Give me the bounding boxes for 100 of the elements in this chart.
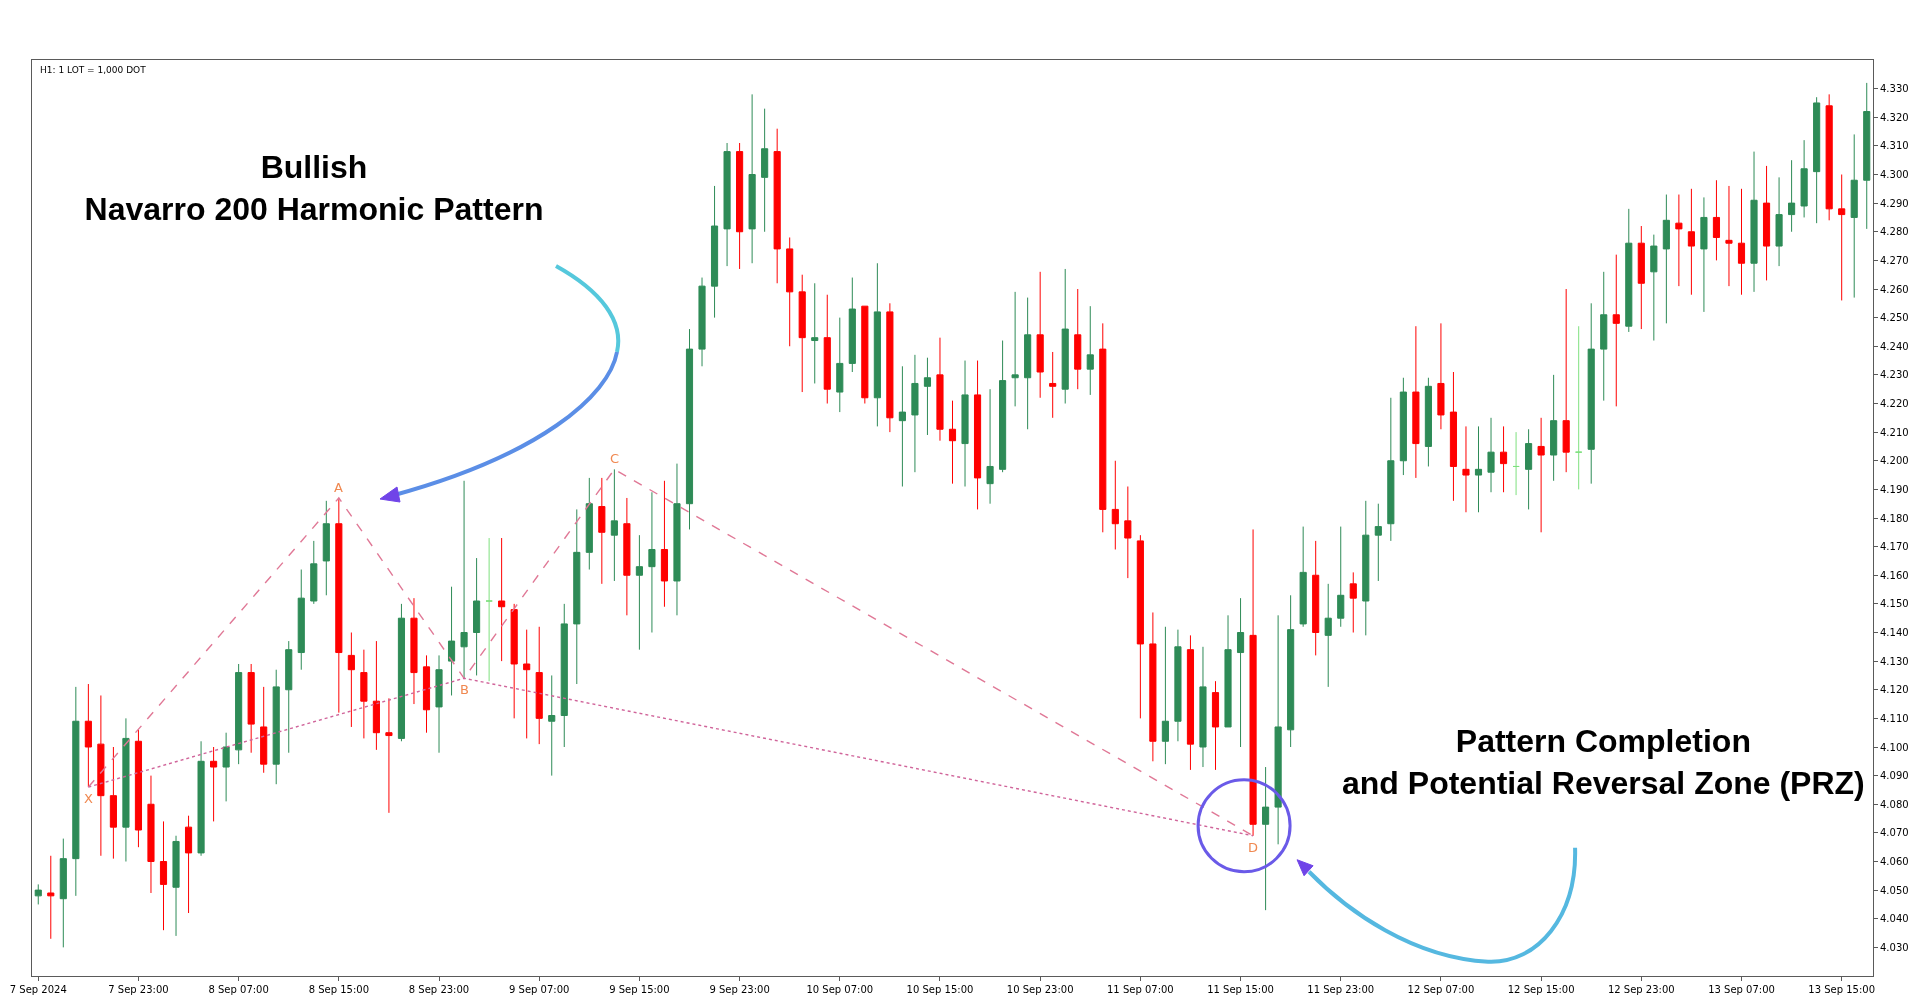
- y-tick-label: 4.030: [1880, 941, 1909, 953]
- candlestick: [1600, 271, 1608, 402]
- candlestick: [1299, 526, 1307, 628]
- y-tick-label: 4.050: [1880, 884, 1909, 896]
- candlestick: [773, 128, 781, 284]
- candlestick: [1349, 571, 1357, 633]
- candlestick: [1800, 139, 1808, 218]
- text: H1: 1 LOT = 1,000 DOT: [40, 65, 147, 75]
- candlestick: [1011, 291, 1019, 407]
- candlestick: [1412, 325, 1420, 479]
- x-tick-label: 7 Sep 2024: [9, 984, 67, 995]
- candlestick: [498, 537, 506, 662]
- candlestick: [811, 282, 819, 384]
- x-tick-label: 8 Sep 15:00: [308, 984, 370, 995]
- candlestick: [723, 142, 731, 267]
- candlestick: [1449, 371, 1458, 502]
- y-tick-label: 4.170: [1880, 541, 1909, 553]
- x-tick-label: 8 Sep 07:00: [208, 984, 269, 995]
- candlestick: [1863, 82, 1871, 230]
- candlestick: [1136, 534, 1144, 719]
- candlestick: [34, 883, 42, 905]
- candlestick: [1637, 225, 1645, 330]
- x-tick-label: 11 Sep 15:00: [1207, 984, 1274, 995]
- candlestick: [1737, 188, 1746, 296]
- candlestick: [898, 365, 906, 488]
- candlestick: [72, 686, 80, 897]
- candlestick: [1086, 305, 1094, 396]
- candlestick: [1562, 288, 1570, 473]
- candlestick: [973, 360, 982, 510]
- candlestick: [1274, 614, 1282, 845]
- candlestick: [84, 683, 92, 788]
- y-tick-label: 4.160: [1880, 569, 1909, 581]
- candlestick: [147, 775, 155, 894]
- candlestick: [372, 640, 380, 751]
- candlestick: [310, 540, 318, 605]
- candlestick: [1762, 165, 1771, 281]
- candlestick: [1750, 151, 1758, 293]
- candlestick: [235, 663, 243, 765]
- x-tick-label: 12 Sep 23:00: [1607, 984, 1675, 995]
- y-tick-label: 4.310: [1880, 140, 1909, 152]
- annotation: X: [84, 791, 93, 806]
- x-tick-label: 13 Sep 07:00: [1708, 984, 1775, 995]
- candlestick: [360, 649, 368, 739]
- x-tick-label: 10 Sep 07:00: [806, 984, 874, 995]
- candlestick: [1036, 271, 1044, 399]
- candlestick: [798, 274, 806, 393]
- candlestick: [1537, 417, 1545, 533]
- y-tick-label: 4.190: [1880, 483, 1909, 495]
- y-tick-label: 4.080: [1880, 798, 1909, 810]
- candlestick: [761, 108, 769, 233]
- candlestick: [1111, 460, 1119, 550]
- candlestick: [886, 302, 894, 433]
- candlestick: [159, 820, 168, 931]
- y-tick-label: 4.260: [1880, 283, 1909, 295]
- candlestick: [710, 185, 719, 319]
- x-tick-label: 13 Sep 15:00: [1808, 984, 1876, 995]
- y-tick-label: 4.330: [1880, 83, 1909, 95]
- y-tick-label: 4.320: [1880, 111, 1909, 123]
- candlestick: [122, 717, 130, 862]
- y-tick-label: 4.230: [1880, 369, 1909, 381]
- candlestick: [673, 463, 681, 616]
- annotation: A: [334, 480, 343, 495]
- candlestick: [1487, 417, 1495, 493]
- y-tick-label: 4.090: [1880, 770, 1909, 782]
- candlestick: [460, 480, 468, 679]
- y-tick-label: 4.130: [1880, 655, 1909, 667]
- x-tick-label: 9 Sep 07:00: [509, 984, 570, 995]
- candlestick: [184, 815, 193, 914]
- y-tick-label: 4.060: [1880, 856, 1909, 867]
- candlestick: [410, 597, 418, 705]
- candlestick: [1224, 614, 1232, 728]
- candlestick: [347, 632, 355, 728]
- annotation: C: [610, 451, 620, 466]
- candlestick: [1474, 425, 1483, 513]
- y-tick-label: 4.180: [1880, 512, 1909, 524]
- candlestick: [1575, 325, 1583, 490]
- candlestick: [1625, 208, 1633, 333]
- candlestick: [635, 534, 643, 651]
- y-tick-label: 4.200: [1880, 455, 1909, 467]
- candlestick: [1437, 322, 1445, 430]
- candlestick: [1775, 176, 1783, 267]
- candlestick: [1362, 500, 1370, 636]
- candlestick: [560, 603, 568, 748]
- text: Bullish Navarro 200 Harmonic Pattern: [84, 149, 544, 227]
- x-tick-label: 9 Sep 15:00: [609, 984, 670, 995]
- candlestick: [1662, 194, 1670, 324]
- candlestick: [1550, 374, 1558, 482]
- candlestick: [272, 669, 280, 785]
- candlestick: [748, 93, 756, 264]
- candlestick: [97, 694, 105, 857]
- candlestick: [335, 497, 343, 714]
- y-tick-label: 4.250: [1880, 312, 1909, 324]
- x-tick-label: 9 Sep 23:00: [709, 984, 770, 995]
- candlestick: [736, 142, 744, 270]
- candlestick: [573, 508, 581, 685]
- candlestick: [1124, 486, 1132, 579]
- candlestick: [172, 835, 180, 937]
- candlestick: [1825, 93, 1833, 221]
- candlestick: [1249, 528, 1257, 837]
- y-tick-label: 4.100: [1880, 741, 1909, 753]
